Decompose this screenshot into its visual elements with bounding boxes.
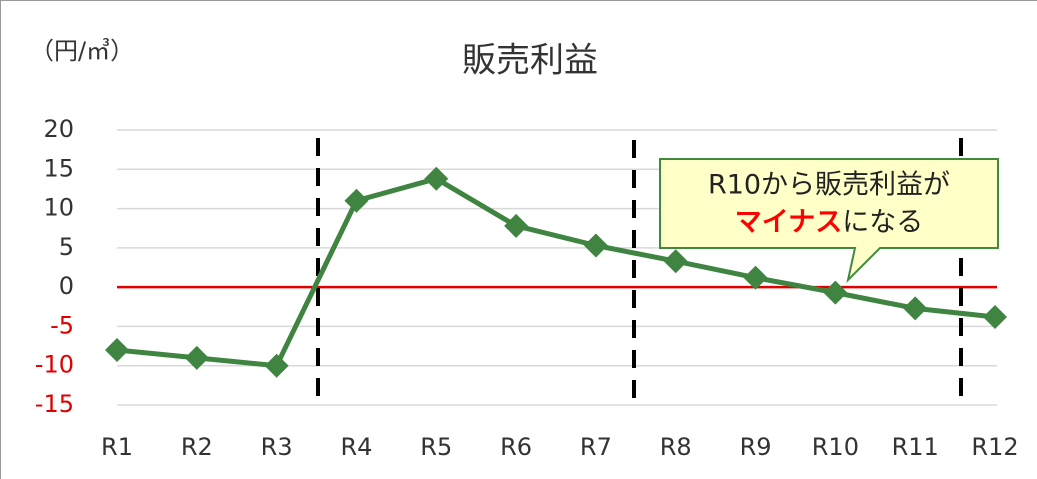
marker bbox=[344, 188, 369, 213]
y-tick-label: 10 bbox=[43, 194, 74, 222]
callout-box bbox=[659, 158, 999, 284]
x-tick-label: R3 bbox=[261, 433, 293, 461]
marker bbox=[264, 353, 289, 378]
x-tick-label: R9 bbox=[740, 433, 772, 461]
x-tick-label: R4 bbox=[340, 433, 372, 461]
y-tick-label: -10 bbox=[35, 351, 74, 379]
series-line bbox=[116, 176, 996, 369]
callout-rest: になる bbox=[842, 207, 923, 238]
callout-highlight: マイナス bbox=[735, 207, 842, 238]
plot: R1 R2 R3 R4 R5 R6 R7 R8 R9 R10 R11 R12 bbox=[101, 166, 1019, 461]
x-tick-label: R10 bbox=[812, 433, 859, 461]
x-tick-label: R2 bbox=[181, 433, 213, 461]
y-tick-label: -15 bbox=[35, 390, 74, 418]
callout-line1: R10から販売利益が bbox=[708, 170, 950, 201]
marker bbox=[823, 280, 848, 305]
marker bbox=[105, 338, 129, 362]
callout: R10から販売利益が マイナスになる bbox=[659, 158, 999, 284]
x-tick-label: R1 bbox=[101, 433, 133, 461]
y-tick-label: -5 bbox=[50, 311, 74, 339]
marker bbox=[504, 213, 529, 238]
marker bbox=[903, 296, 928, 321]
y-tick-label: 20 bbox=[43, 115, 74, 143]
x-tick-label: R5 bbox=[420, 433, 452, 461]
chart-title: 販売利益 bbox=[462, 41, 598, 81]
callout-line2: マイナスになる bbox=[735, 207, 923, 238]
marker bbox=[184, 345, 209, 370]
y-axis-label: （円/㎥） bbox=[30, 37, 134, 65]
x-tick-label: R11 bbox=[892, 433, 939, 461]
marker bbox=[743, 265, 768, 290]
grid: -15 -10 -5 0 5 10 15 20 bbox=[35, 115, 997, 418]
y-tick-label: 15 bbox=[43, 154, 74, 182]
marker bbox=[583, 233, 608, 258]
y-tick-label: 5 bbox=[59, 233, 74, 261]
marker bbox=[424, 166, 449, 191]
y-tick-label: 0 bbox=[59, 272, 74, 300]
x-tick-label: R7 bbox=[580, 433, 612, 461]
x-tick-label: R8 bbox=[660, 433, 692, 461]
marker bbox=[983, 305, 1007, 329]
marker bbox=[663, 249, 688, 274]
x-tick-label: R6 bbox=[500, 433, 532, 461]
x-tick-label: R12 bbox=[971, 433, 1018, 461]
